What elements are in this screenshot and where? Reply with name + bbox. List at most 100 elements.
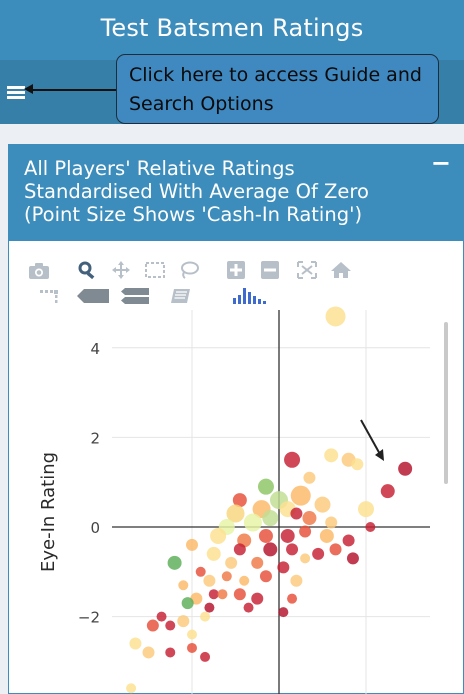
zoom-icon[interactable] [76, 260, 98, 280]
data-point[interactable] [398, 461, 413, 476]
data-point[interactable] [290, 485, 311, 506]
data-point[interactable] [243, 602, 254, 613]
data-point[interactable] [277, 561, 290, 574]
data-point[interactable] [290, 507, 303, 520]
zoom-out-icon[interactable] [260, 261, 280, 279]
data-point[interactable] [299, 525, 312, 538]
data-point[interactable] [303, 471, 316, 484]
callout-arrow-icon [24, 84, 33, 94]
data-point[interactable] [206, 546, 221, 561]
data-point[interactable] [284, 451, 301, 468]
data-point[interactable] [346, 552, 359, 565]
y-axis-label: Eye-In Rating [38, 452, 59, 572]
data-point[interactable] [129, 637, 142, 650]
data-point[interactable] [221, 571, 232, 582]
data-point[interactable] [251, 592, 264, 605]
data-point[interactable] [258, 528, 273, 543]
data-point[interactable] [251, 556, 264, 569]
data-point[interactable] [210, 527, 227, 544]
data-point[interactable] [195, 566, 206, 577]
data-point[interactable] [232, 493, 247, 508]
app-title: Test Batsmen Ratings [100, 14, 364, 42]
data-point[interactable] [259, 570, 272, 583]
data-point[interactable] [280, 528, 295, 543]
data-point[interactable] [312, 547, 325, 560]
box-title: All Players' Relative Ratings Standardis… [24, 157, 369, 226]
data-point[interactable] [178, 580, 189, 591]
box-select-icon[interactable] [144, 261, 166, 279]
data-point[interactable] [290, 574, 303, 587]
data-point[interactable] [302, 511, 317, 526]
data-point[interactable] [329, 543, 342, 556]
data-point[interactable] [177, 615, 190, 628]
plotly-logo-icon[interactable] [232, 286, 268, 306]
data-point[interactable] [233, 543, 246, 556]
data-point[interactable] [142, 646, 155, 659]
data-points[interactable] [126, 306, 413, 694]
data-point[interactable] [287, 593, 298, 604]
data-point[interactable] [324, 448, 339, 463]
zoom-in-icon[interactable] [226, 261, 246, 279]
data-point[interactable] [200, 611, 211, 622]
data-point[interactable] [314, 496, 331, 513]
pan-icon[interactable] [110, 260, 132, 280]
spike-lines-icon[interactable] [38, 288, 60, 304]
y-tick-label: 0 [90, 519, 100, 537]
y-tick-label: −2 [78, 609, 100, 627]
data-point[interactable] [181, 597, 194, 610]
data-point[interactable] [167, 555, 182, 570]
callout-arrow-line [30, 89, 116, 91]
data-point[interactable] [203, 574, 216, 587]
callout-line-2: Search Options [129, 93, 274, 115]
hover-closest-icon[interactable] [76, 288, 110, 304]
lasso-select-icon[interactable] [178, 260, 200, 280]
collapse-button[interactable]: − [430, 149, 451, 177]
data-point[interactable] [226, 504, 245, 523]
scatter-chart[interactable]: 4 2 0 −2 Eye-In Rating [0, 300, 464, 694]
data-point[interactable] [358, 501, 374, 518]
scrollbar[interactable] [444, 322, 448, 484]
data-point[interactable] [278, 607, 289, 618]
data-point[interactable] [146, 619, 159, 632]
camera-icon[interactable] [28, 262, 50, 280]
data-point[interactable] [187, 629, 197, 640]
data-point[interactable] [186, 538, 198, 551]
data-point[interactable] [165, 620, 176, 631]
data-point[interactable] [325, 516, 338, 529]
data-point[interactable] [208, 589, 219, 600]
app-header: Test Batsmen Ratings [0, 0, 464, 60]
book-icon[interactable] [170, 288, 192, 304]
data-point[interactable] [365, 522, 376, 532]
data-point[interactable] [286, 543, 299, 556]
data-point[interactable] [225, 556, 238, 569]
data-point[interactable] [126, 683, 137, 694]
data-point[interactable] [243, 513, 262, 532]
data-point[interactable] [217, 589, 228, 600]
data-point[interactable] [342, 534, 355, 547]
data-point[interactable] [200, 651, 211, 662]
data-point[interactable] [380, 484, 395, 499]
data-point[interactable] [165, 647, 176, 658]
data-point[interactable] [262, 510, 279, 527]
data-point[interactable] [319, 528, 334, 543]
data-point[interactable] [263, 542, 278, 557]
data-point[interactable] [351, 458, 364, 471]
data-point[interactable] [300, 553, 311, 564]
data-point[interactable] [156, 611, 167, 622]
chart-box: All Players' Relative Ratings Standardis… [8, 144, 464, 694]
data-point[interactable] [187, 642, 197, 653]
data-point[interactable] [233, 588, 246, 601]
box-header: All Players' Relative Ratings Standardis… [9, 145, 463, 241]
y-tick-label: 4 [90, 340, 100, 358]
data-point[interactable] [325, 306, 346, 327]
callout-line-1: Click here to access Guide and [129, 64, 422, 86]
y-tick-label: 2 [90, 429, 100, 447]
data-point[interactable] [204, 602, 215, 613]
y-tick-labels: 4 2 0 −2 [78, 340, 100, 627]
hamburger-menu-icon[interactable] [7, 86, 25, 100]
reset-axes-icon[interactable] [330, 260, 352, 280]
hover-compare-icon[interactable] [120, 287, 150, 305]
data-point[interactable] [257, 478, 274, 495]
data-point[interactable] [239, 575, 250, 586]
autoscale-icon[interactable] [296, 260, 318, 280]
